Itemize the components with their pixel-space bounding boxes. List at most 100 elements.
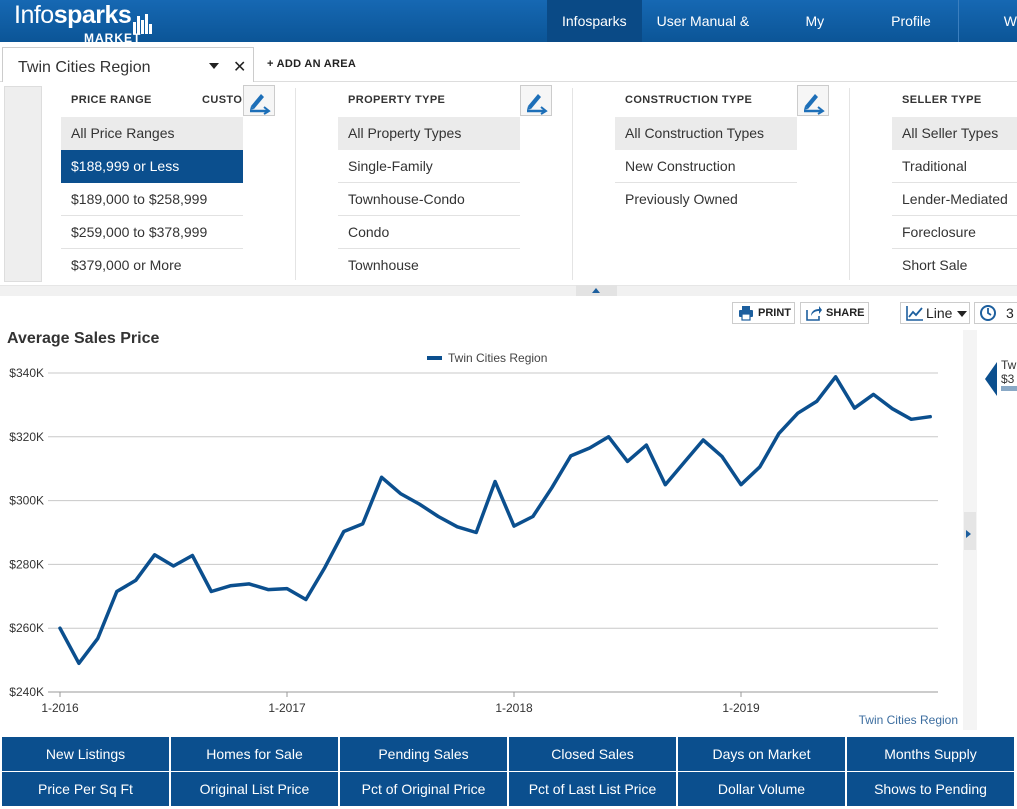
metric-tab[interactable]: Price Per Sq Ft: [2, 772, 169, 806]
pencil-icon: [527, 94, 548, 115]
edit-construction-type-button[interactable]: [797, 85, 829, 116]
metric-tab[interactable]: Pct of Last List Price: [509, 772, 676, 806]
close-icon[interactable]: ✕: [233, 59, 247, 76]
filter-option[interactable]: Foreclosure: [892, 216, 1017, 249]
filter-option[interactable]: New Construction: [615, 150, 797, 183]
y-tick-label: $260K: [9, 621, 44, 635]
nav-overflow-item[interactable]: W: [1003, 13, 1017, 29]
time-period-label: 3: [1006, 305, 1014, 321]
filter-option[interactable]: $189,000 to $258,999: [61, 183, 243, 216]
printer-icon: [739, 306, 753, 321]
metric-tab[interactable]: Closed Sales: [509, 737, 676, 771]
share-label: SHARE: [826, 307, 865, 319]
infosparks-logo[interactable]: Infosparks MARKET: [14, 2, 153, 44]
tooltip-pointer: [985, 362, 997, 396]
side-panel-toggle[interactable]: [963, 330, 977, 730]
construction-type-heading: CONSTRUCTION TYPE: [625, 94, 753, 106]
filter-collapse-strip: [0, 285, 1017, 296]
y-tick-label: $340K: [9, 366, 44, 380]
top-navigation-bar: Infosparks MARKET Infosparks User Manual…: [0, 0, 1017, 71]
metric-tab[interactable]: Original List Price: [171, 772, 338, 806]
price-range-heading: PRICE RANGE: [71, 94, 152, 106]
metric-tab[interactable]: New Listings: [2, 737, 169, 771]
filter-option[interactable]: Traditional: [892, 150, 1017, 183]
chart-type-label: Line: [926, 305, 953, 321]
nav-user-manual[interactable]: User Manual & FAQ: [656, 13, 750, 71]
edit-price-range-button[interactable]: [243, 85, 275, 116]
chevron-down-icon: [957, 311, 967, 317]
custom-price-link[interactable]: CUSTOM: [202, 94, 252, 106]
tooltip-series-swatch: [1001, 386, 1017, 391]
filter-option[interactable]: Townhouse: [348, 257, 419, 273]
x-tick-label: 1-2019: [722, 701, 760, 715]
chart-source-label: Twin Cities Region: [859, 713, 958, 727]
x-tick-label: 1-2017: [268, 701, 306, 715]
pencil-icon: [804, 94, 825, 115]
metric-tab[interactable]: Homes for Sale: [171, 737, 338, 771]
nav-my-areas[interactable]: My Areas: [805, 13, 843, 71]
area-bar: Twin Cities Region ✕ + ADD AN AREA: [0, 42, 1017, 83]
share-button[interactable]: SHARE: [800, 302, 869, 324]
nav-profile[interactable]: Profile: [891, 13, 931, 29]
filter-side-handle[interactable]: [4, 86, 42, 282]
y-tick-label: $240K: [9, 685, 44, 699]
filter-option-selected[interactable]: $188,999 or Less: [61, 150, 243, 183]
filter-option[interactable]: Single-Family: [338, 150, 520, 183]
main-nav: Infosparks User Manual & FAQ My Areas Pr…: [547, 0, 1017, 71]
metric-tab[interactable]: Shows to Pending: [847, 772, 1014, 806]
nav-infosparks[interactable]: Infosparks: [547, 0, 642, 42]
filter-option[interactable]: All Construction Types: [615, 117, 797, 150]
bar-chart-icon: [133, 8, 153, 34]
filter-option[interactable]: All Price Ranges: [61, 117, 243, 150]
metric-tab[interactable]: Pending Sales: [340, 737, 507, 771]
tooltip-series-name: Tw: [1001, 358, 1017, 372]
column-divider: [849, 88, 850, 280]
collapse-filters-button[interactable]: [576, 285, 617, 296]
filter-option[interactable]: Townhouse-Condo: [338, 183, 520, 216]
area-selector[interactable]: Twin Cities Region ✕: [2, 47, 254, 83]
logo-text-info: Info: [14, 1, 54, 29]
logo-text-market: MARKET: [84, 31, 142, 45]
x-tick-label: 1-2016: [41, 701, 79, 715]
clock-icon: [980, 305, 996, 321]
line-chart-icon: [906, 306, 923, 321]
metric-tab[interactable]: Dollar Volume: [678, 772, 845, 806]
average-sales-price-chart: $240K $260K $280K $300K $320K $340K 1-2016 1-20…: [9, 351, 958, 727]
pencil-icon: [250, 94, 271, 115]
column-divider: [295, 88, 296, 280]
chevron-down-icon[interactable]: [209, 63, 219, 69]
metric-tabs: New Listings Homes for Sale Pending Sales C…: [2, 737, 1017, 807]
metric-tab[interactable]: Pct of Original Price: [340, 772, 507, 806]
y-tick-label: $300K: [9, 494, 44, 508]
edit-property-type-button[interactable]: [520, 85, 552, 116]
y-tick-label: $320K: [9, 430, 44, 444]
share-icon: [806, 306, 822, 321]
property-type-heading: PROPERTY TYPE: [348, 94, 446, 106]
metric-tab[interactable]: Months Supply: [847, 737, 1014, 771]
filter-option[interactable]: All Property Types: [338, 117, 520, 150]
filter-option[interactable]: Short Sale: [902, 257, 968, 273]
filter-option[interactable]: Condo: [338, 216, 520, 249]
filter-option[interactable]: All Seller Types: [892, 117, 1017, 150]
nav-divider: [957, 0, 959, 42]
x-tick-label: 1-2018: [495, 701, 533, 715]
value-tooltip: Tw $3: [997, 355, 1017, 399]
chart-type-dropdown[interactable]: Line: [900, 302, 970, 324]
print-button[interactable]: PRINT: [732, 302, 795, 324]
time-period-dropdown[interactable]: 3: [974, 302, 1017, 324]
add-area-button[interactable]: + ADD AN AREA: [267, 58, 357, 70]
chevron-right-icon: [966, 530, 971, 538]
filter-panel: PRICE RANGE CUSTOM All Price Ranges $188…: [0, 82, 1017, 288]
chart-title: Average Sales Price: [7, 330, 160, 347]
metric-tab[interactable]: Days on Market: [678, 737, 845, 771]
filter-option[interactable]: Lender-Mediated: [892, 183, 1017, 216]
column-divider: [572, 88, 573, 280]
seller-type-heading: SELLER TYPE: [902, 94, 982, 106]
y-tick-label: $280K: [9, 557, 44, 571]
filter-option[interactable]: Previously Owned: [625, 191, 738, 207]
filter-option[interactable]: $379,000 or More: [71, 257, 182, 273]
series-line-twin-cities-region: [58, 375, 932, 666]
filter-option[interactable]: $259,000 to $378,999: [61, 216, 243, 249]
logo-text-sparks: sparks: [53, 1, 132, 29]
tooltip-value: $3: [1001, 372, 1015, 386]
